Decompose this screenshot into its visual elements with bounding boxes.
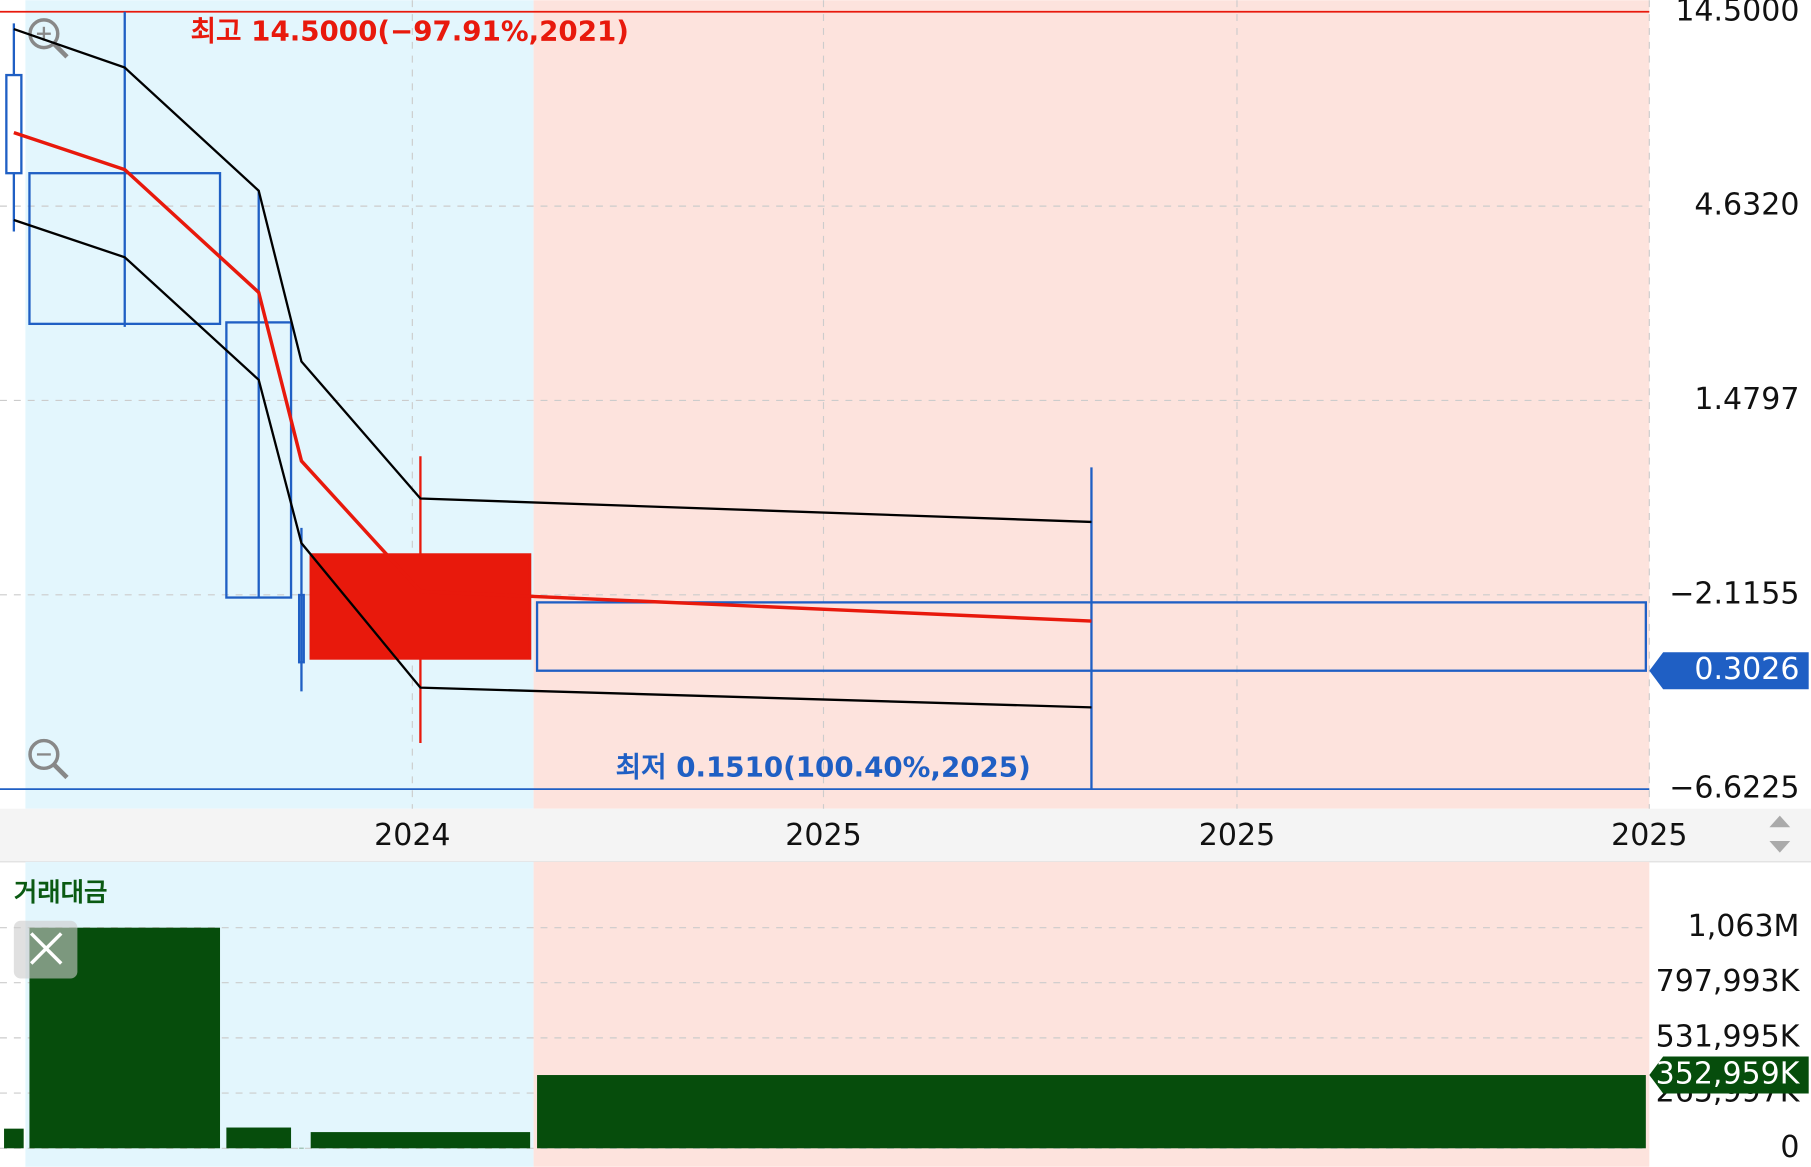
- scroll-arrows[interactable]: [1769, 815, 1791, 853]
- y-tick-label: 14.5000: [1675, 0, 1799, 28]
- y-tick-label: 531,995K: [1656, 1019, 1801, 1054]
- volume-bar: [537, 1075, 1646, 1149]
- y-tick-label: 4.6320: [1694, 188, 1799, 223]
- price-tag: [1649, 652, 1809, 690]
- price-tag-label: 0.3026: [1694, 652, 1799, 687]
- y-tick-label: −2.1155: [1669, 576, 1799, 611]
- volume-tag-label: 352,959K: [1656, 1057, 1801, 1092]
- volume-bar: [4, 1128, 24, 1149]
- indicator-line: [13, 218, 1092, 709]
- candle-body: [535, 601, 1647, 672]
- x-tick-label: 2025: [785, 818, 861, 853]
- candle-body: [225, 321, 293, 599]
- y-tick-label: 1.4797: [1694, 382, 1799, 417]
- zoom-out[interactable]: [28, 738, 69, 780]
- x-tick-label: 2024: [374, 818, 450, 853]
- volume-tag: [1649, 1056, 1809, 1094]
- x-tick-label: 2025: [1199, 818, 1275, 853]
- x-axis-bg: [0, 808, 1811, 862]
- max-label: 최고 14.5000(−97.91%,2021): [191, 15, 629, 48]
- min-label: 최저 0.1510(100.40%,2025): [616, 750, 1031, 783]
- y-tick-label: 797,993K: [1656, 964, 1801, 999]
- volume-bar: [310, 1132, 531, 1149]
- candle-body: [28, 172, 222, 326]
- y-tick-label: 1,063M: [1688, 909, 1800, 944]
- indicator-line: [13, 27, 1092, 524]
- candle-body: [309, 553, 532, 660]
- candle-body: [5, 73, 23, 175]
- y-tick-label: −6.6225: [1669, 771, 1799, 806]
- volume-bar: [226, 1127, 292, 1149]
- indicator-line: [13, 131, 1092, 623]
- x-tick-label: 2025: [1611, 818, 1687, 853]
- y-tick-label: 0: [1780, 1130, 1799, 1165]
- close-button[interactable]: [13, 920, 78, 979]
- candle-body: [297, 593, 305, 664]
- region-bg: [25, 0, 534, 809]
- volume-title: 거래대금: [14, 877, 107, 907]
